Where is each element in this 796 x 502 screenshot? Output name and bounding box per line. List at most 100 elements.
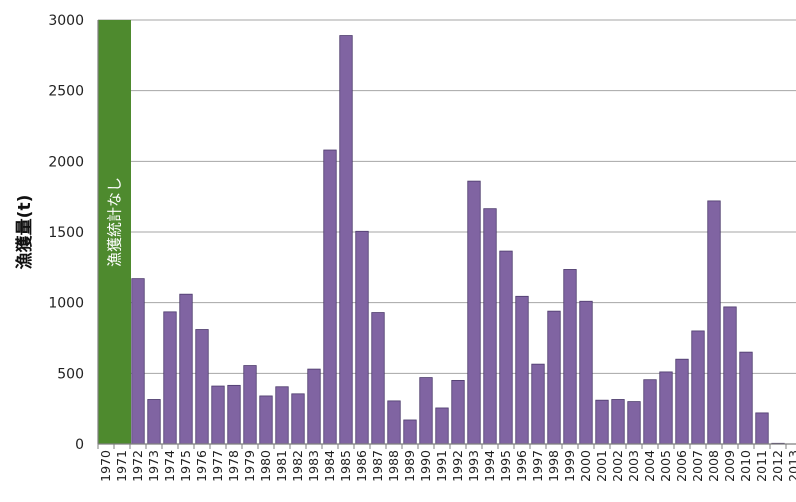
bar-2000 — [579, 300, 593, 445]
bar-1974 — [163, 311, 177, 445]
bar-1986 — [355, 230, 369, 445]
y-tick-label: 2500 — [48, 84, 84, 100]
bar-1999 — [563, 269, 577, 445]
y-tick-label: 0 — [75, 437, 84, 453]
bar-1987 — [371, 312, 385, 445]
x-tick-label: 2013 — [786, 450, 796, 482]
x-tick-label: 1989 — [402, 450, 417, 482]
x-tick-label: 1985 — [338, 450, 353, 482]
x-tick-label: 1974 — [162, 450, 177, 482]
x-tick-label: 1998 — [546, 450, 561, 482]
x-tick-label: 1972 — [130, 450, 145, 482]
bar-1982 — [291, 393, 305, 445]
bar-1977 — [211, 385, 225, 445]
bar-1993 — [467, 180, 481, 445]
x-tick-label: 1977 — [210, 450, 225, 482]
bar-1979 — [243, 365, 257, 445]
x-tick-label: 2012 — [770, 450, 785, 482]
x-tick-label: 1986 — [354, 450, 369, 482]
bar-1997 — [531, 363, 545, 445]
y-tick-label: 500 — [57, 366, 84, 382]
y-tick-label: 1000 — [48, 296, 84, 312]
axes — [97, 20, 796, 449]
x-tick-label: 1970 — [98, 450, 113, 482]
y-axis-label: 漁獲量(t) — [14, 195, 35, 270]
no-data-band-rect — [98, 20, 131, 444]
bar-1998 — [547, 310, 561, 445]
x-tick-label: 1988 — [386, 450, 401, 482]
bar-1976 — [195, 329, 209, 445]
bar-1991 — [435, 407, 449, 445]
x-tick-label: 1973 — [146, 450, 161, 482]
bar-2001 — [595, 399, 609, 445]
x-tick-label: 1971 — [114, 450, 129, 482]
y-tick-label: 3000 — [48, 13, 84, 29]
x-tick-label: 1983 — [306, 450, 321, 482]
x-tick-label: 2008 — [706, 450, 721, 482]
x-tick-label: 1999 — [562, 450, 577, 482]
x-tick-label: 1994 — [482, 450, 497, 482]
x-tick-label: 2006 — [674, 450, 689, 482]
no-data-band: 漁獲統計なし — [98, 20, 131, 444]
bar-2002 — [611, 399, 625, 445]
x-tick-label: 2000 — [578, 450, 593, 482]
x-tick-label: 1984 — [322, 450, 337, 482]
y-tick-labels: 0 500 1000 1500 2000 2500 3000 — [48, 13, 84, 453]
bar-1984 — [323, 149, 337, 445]
bar-1983 — [307, 368, 321, 445]
x-tick-label: 1997 — [530, 450, 545, 482]
bar-1989 — [403, 419, 417, 445]
x-tick-label: 1993 — [466, 450, 481, 482]
x-tick-labels: 1970 1971 1972 1973 1974 1975 1976 1977 1978 1979… — [98, 450, 796, 482]
bar-2003 — [627, 401, 641, 445]
bar-1972 — [131, 278, 145, 445]
bar-1988 — [387, 400, 401, 445]
bar-2006 — [675, 358, 689, 445]
bar-1990 — [419, 377, 433, 445]
x-tick-label: 2011 — [754, 450, 769, 482]
x-tick-label: 2003 — [626, 450, 641, 482]
bar-1996 — [515, 295, 529, 445]
x-tick-label: 2005 — [658, 450, 673, 482]
x-tick-label: 2009 — [722, 450, 737, 482]
x-tick-label: 1991 — [434, 450, 449, 482]
bar-1975 — [179, 293, 193, 445]
x-tick-label: 1975 — [178, 450, 193, 482]
y-tick-label: 1500 — [48, 225, 84, 241]
bar-1981 — [275, 386, 289, 445]
bars — [131, 35, 785, 445]
bar-1980 — [259, 395, 273, 445]
bar-2004 — [643, 379, 657, 445]
bar-1995 — [499, 250, 513, 445]
bar-2011 — [755, 412, 769, 445]
bar-2007 — [691, 330, 705, 445]
bar-2005 — [659, 371, 673, 445]
x-tick-label: 1995 — [498, 450, 513, 482]
x-tick-label: 2002 — [610, 450, 625, 482]
bar-1992 — [451, 379, 465, 445]
x-tick-label: 2001 — [594, 450, 609, 482]
bar-2009 — [723, 306, 737, 445]
bar-1985 — [339, 35, 353, 445]
x-tick-label: 1987 — [370, 450, 385, 482]
bar-1973 — [147, 399, 161, 445]
bar-2010 — [739, 351, 753, 445]
x-tick-label: 1976 — [194, 450, 209, 482]
x-tick-label: 2010 — [738, 450, 753, 482]
no-data-band-label: 漁獲統計なし — [106, 177, 124, 267]
x-tick-label: 1982 — [290, 450, 305, 482]
bar-1978 — [227, 384, 241, 445]
x-tick-label: 1981 — [274, 450, 289, 482]
x-tick-label: 1990 — [418, 450, 433, 482]
y-tick-label: 2000 — [48, 154, 84, 170]
x-tick-label: 1980 — [258, 450, 273, 482]
x-tick-label: 1996 — [514, 450, 529, 482]
x-tick-label: 1992 — [450, 450, 465, 482]
x-tick-label: 1979 — [242, 450, 257, 482]
bar-1994 — [483, 208, 497, 445]
x-tick-label: 2007 — [690, 450, 705, 482]
gridlines — [98, 19, 796, 374]
x-tick-label: 2004 — [642, 450, 657, 482]
bar-2008 — [707, 200, 721, 445]
